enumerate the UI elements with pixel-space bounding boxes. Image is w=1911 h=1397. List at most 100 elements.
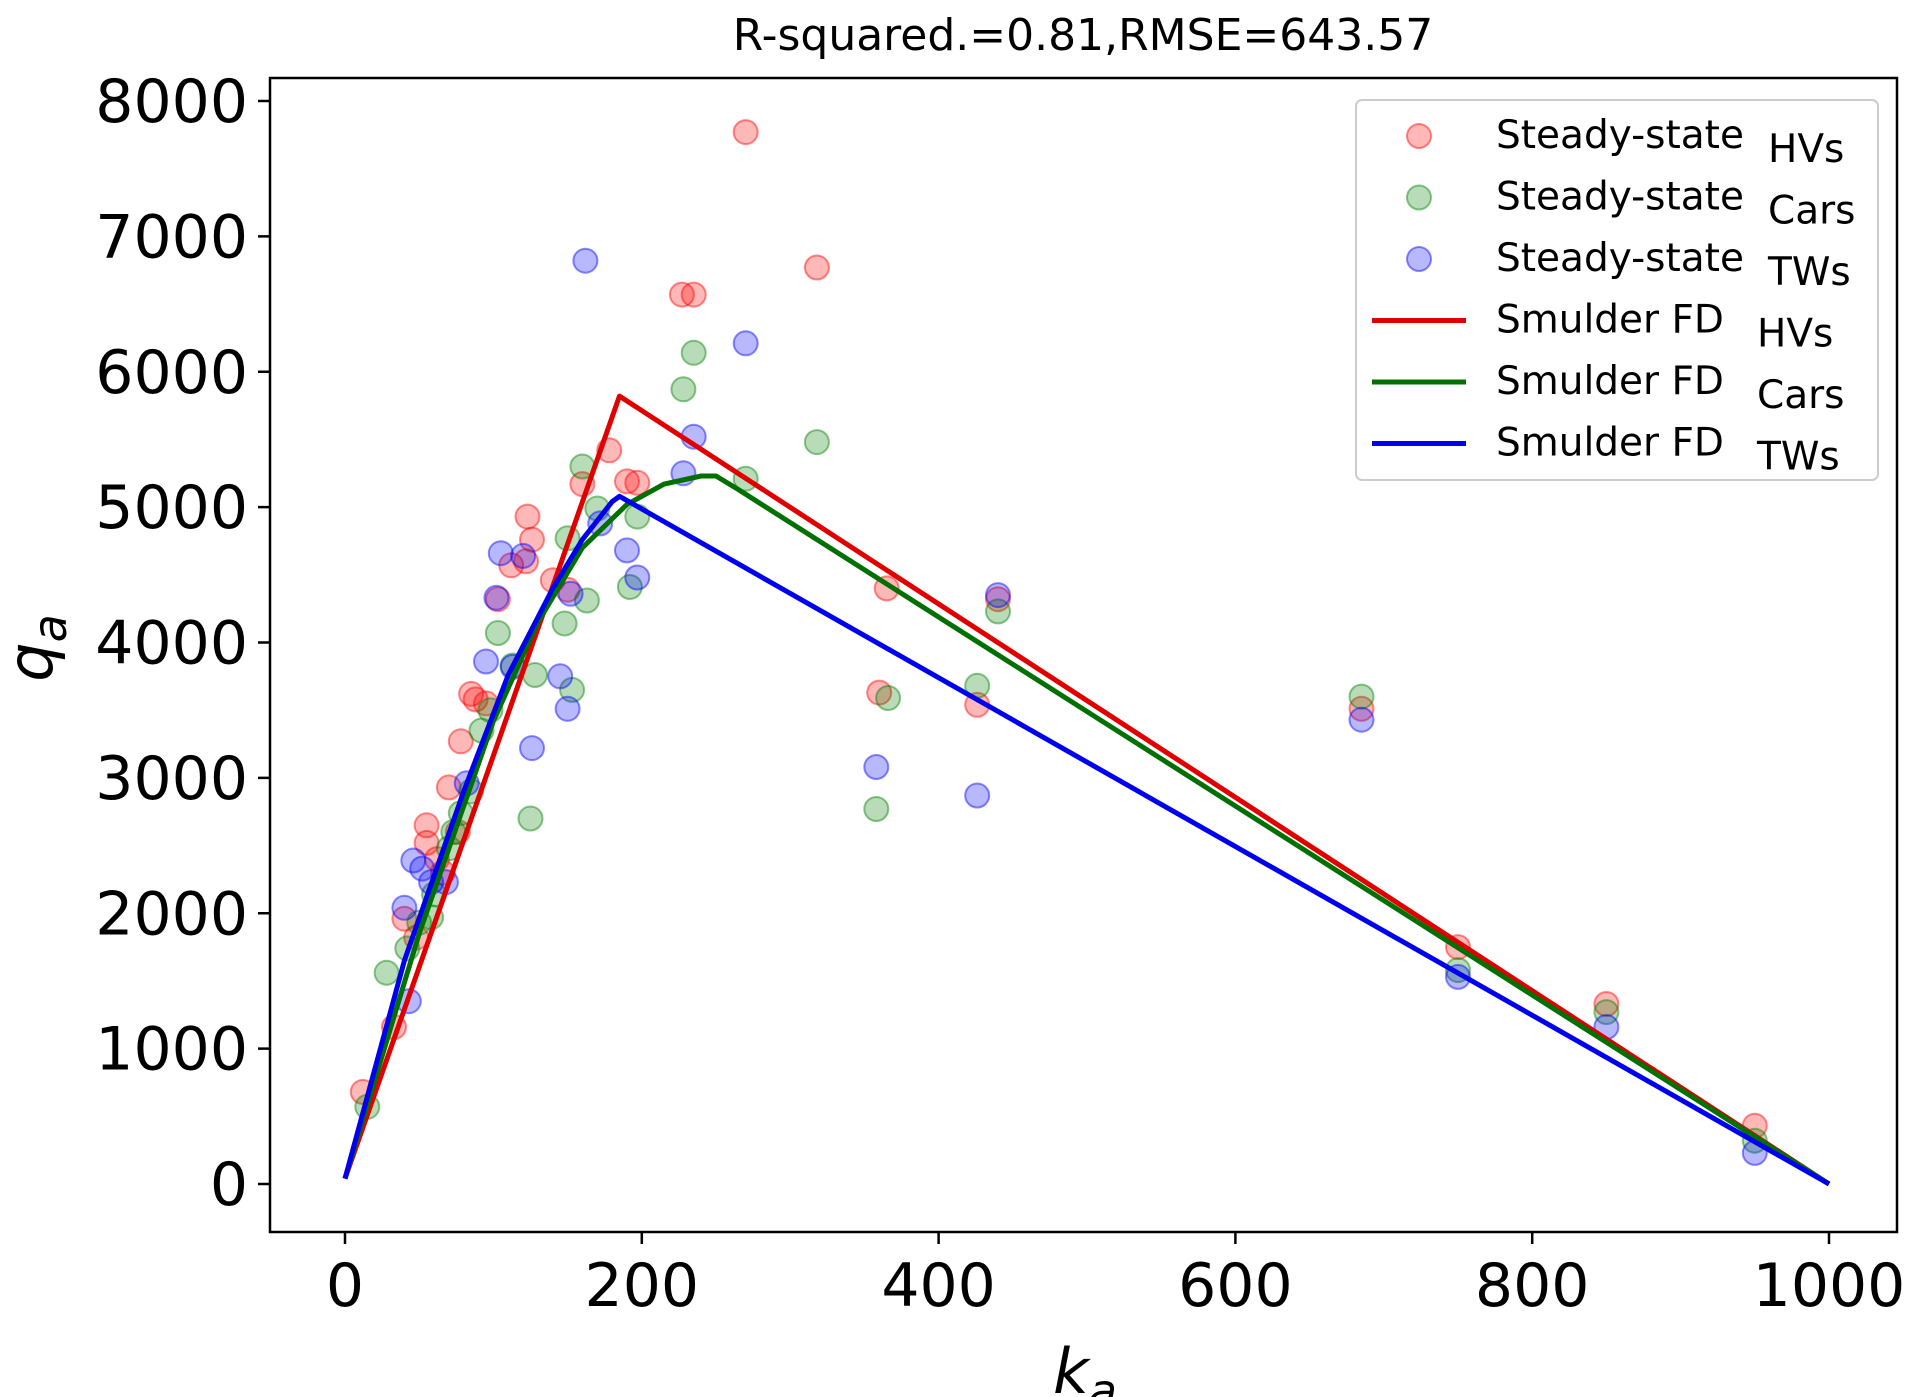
legend-sublabel: HVs <box>1757 312 1833 357</box>
scatter-point <box>483 584 510 611</box>
legend-entry-steady-cars: Steady-state Cars <box>1406 175 1855 234</box>
legend-box <box>1355 99 1879 481</box>
chart-title: R-squared.=0.81,RMSE=643.57 <box>733 10 1433 61</box>
fd-line-cars <box>342 473 1831 1187</box>
legend-sublabel: TWs <box>1767 250 1851 295</box>
legend-marker <box>1406 246 1432 272</box>
scatter-point <box>863 754 890 780</box>
scatter-point <box>803 429 830 456</box>
y-axis-label-sub: a <box>23 614 77 642</box>
legend-entry-steady-tws: Steady-state TWs <box>1406 236 1851 295</box>
scatter-point <box>1348 683 1375 710</box>
x-axis-label-sub: a <box>1089 1364 1117 1397</box>
legend-entry-fd-hvs: Smulder FD HVs <box>1372 298 1833 357</box>
scatter-point <box>614 468 640 495</box>
scatter-point <box>435 774 462 801</box>
scatter-point <box>964 782 991 809</box>
scatter-point <box>616 574 643 600</box>
scatter-point <box>985 598 1011 625</box>
legend-label: Steady-state <box>1496 113 1744 158</box>
y-axis-label: qa <box>0 614 77 682</box>
legend-label: Steady-state <box>1496 236 1744 281</box>
legend-marker <box>1406 184 1432 211</box>
legend-label: Steady-state <box>1496 175 1744 220</box>
y-tick-label: 4000 <box>95 609 248 679</box>
scatter-point <box>614 537 640 564</box>
scatter-point <box>875 685 902 711</box>
scatter-point <box>498 552 525 579</box>
legend-entry-fd-cars: Smulder FD Cars <box>1372 359 1844 418</box>
scatter-point <box>1348 695 1375 722</box>
x-axis-label: ka <box>1053 1335 1117 1397</box>
scatter-point <box>985 582 1011 609</box>
scatter-point <box>513 548 539 575</box>
y-tick-label: 5000 <box>95 473 248 543</box>
scatter-point <box>668 281 695 308</box>
scatter-point <box>547 663 574 690</box>
scatter-point <box>473 648 499 675</box>
scatter-point <box>517 805 544 832</box>
x-tick-label: 0 <box>326 1251 364 1321</box>
scatter-point <box>863 796 890 822</box>
legend-marker <box>1406 123 1432 149</box>
y-tick-label: 7000 <box>95 202 248 272</box>
y-tick-label: 2000 <box>95 879 248 949</box>
scatter-point <box>1593 999 1620 1026</box>
fd-line-hvs <box>342 393 1831 1187</box>
x-tick-label: 1000 <box>1753 1251 1906 1321</box>
scatter-point <box>551 610 578 637</box>
scatter-point <box>519 526 545 553</box>
legend-label: Smulder FD <box>1496 421 1724 466</box>
y-tick-label: 3000 <box>95 744 248 814</box>
scatter-point <box>514 503 541 530</box>
fd-line-tws <box>342 493 1831 1187</box>
scatter-point <box>866 679 893 706</box>
legend-entry-steady-hvs: Steady-state HVs <box>1406 113 1844 172</box>
scatter-point <box>680 281 707 308</box>
scatter-point <box>573 587 600 614</box>
scatter-point <box>462 686 489 713</box>
scatter-point <box>1348 706 1375 733</box>
legend-sublabel: HVs <box>1768 127 1844 172</box>
axes: 0 200 400 600 800 1000 0 1000 2000 3000 4000 5000 60… <box>95 67 1905 1321</box>
scatter-point <box>557 580 584 607</box>
legend-sublabel: TWs <box>1756 435 1840 480</box>
scatter-point <box>624 564 651 591</box>
legend-label: Smulder FD <box>1496 298 1724 343</box>
scatter-point <box>484 586 511 613</box>
y-tick-label: 8000 <box>95 67 248 137</box>
scatter-point <box>985 586 1011 613</box>
scatter-point <box>487 540 514 567</box>
scatter-point <box>1593 991 1620 1017</box>
y-tick-label: 6000 <box>95 338 248 408</box>
scatter-point <box>680 339 707 366</box>
legend-sublabel: Cars <box>1768 189 1855 234</box>
x-tick-label: 200 <box>585 1251 700 1321</box>
scatter-point <box>400 847 427 874</box>
x-axis-label-main: k <box>1053 1335 1091 1397</box>
scatter-point <box>484 620 511 646</box>
scatter-point <box>391 905 418 932</box>
scatter-point <box>447 728 474 755</box>
scatter-point <box>670 376 697 403</box>
scatter-point <box>413 812 440 839</box>
scatter-point <box>624 469 651 496</box>
legend-entry-fd-tws: Smulder FD TWs <box>1372 421 1840 480</box>
x-tick-label: 400 <box>881 1251 996 1321</box>
scatter-point <box>559 676 586 703</box>
scatter-point <box>732 330 759 357</box>
x-tick-label: 800 <box>1475 1251 1590 1321</box>
scatter-point <box>510 542 537 569</box>
scatter-point <box>458 680 485 707</box>
scatter-point <box>572 247 599 274</box>
scatter-point <box>587 510 614 537</box>
y-tick-label: 1000 <box>95 1015 248 1085</box>
scatter-point <box>803 254 830 281</box>
scatter-point <box>373 959 400 986</box>
scatter-point <box>732 119 759 146</box>
plot-area <box>342 119 1831 1187</box>
legend-label: Smulder FD <box>1496 359 1724 404</box>
y-tick-label: 0 <box>210 1150 248 1220</box>
